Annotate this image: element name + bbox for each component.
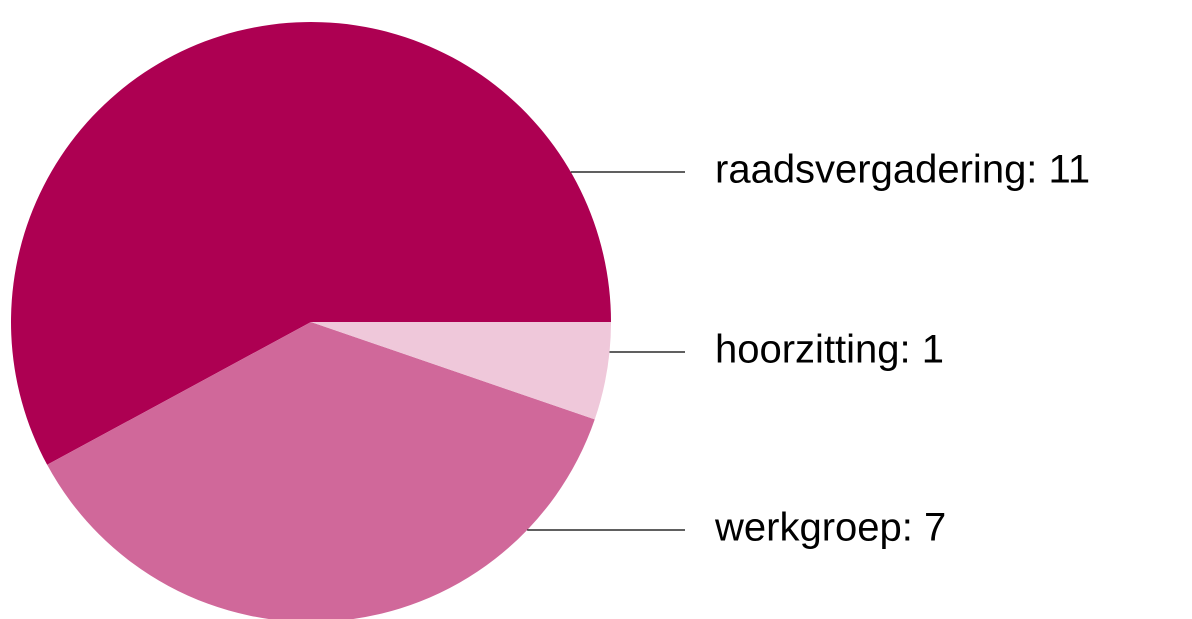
pie-slice (311, 322, 611, 420)
slice-label: werkgroep: 7 (714, 506, 946, 550)
slice-label: raadsvergadering: 11 (715, 148, 1090, 192)
slice-label: hoorzitting: 1 (715, 328, 944, 372)
pie-slice (47, 322, 595, 619)
pie-slice (10, 22, 611, 465)
